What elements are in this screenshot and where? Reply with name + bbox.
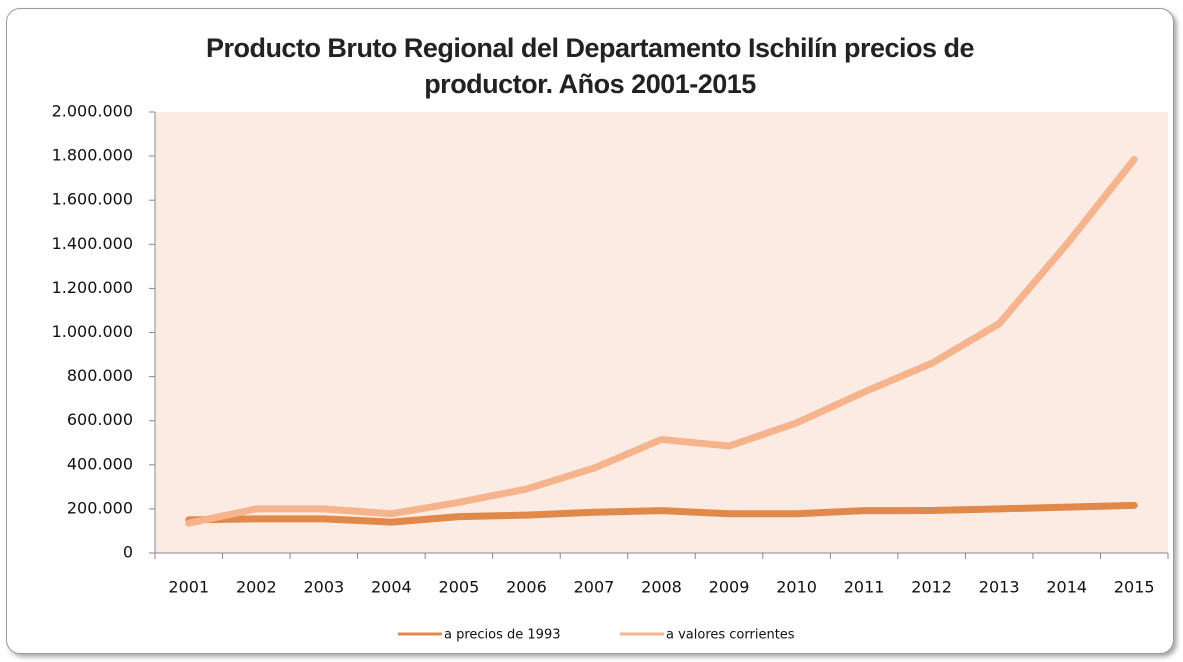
x-tick-label: 2004 bbox=[371, 578, 412, 597]
x-tick-label: 2012 bbox=[911, 578, 952, 597]
chart-title: Producto Bruto Regional del Departamento… bbox=[205, 33, 975, 99]
x-tick-label: 2002 bbox=[236, 578, 277, 597]
x-tick-label: 2003 bbox=[303, 578, 344, 597]
x-tick-label: 2009 bbox=[709, 578, 750, 597]
x-tick-label: 2014 bbox=[1046, 578, 1087, 597]
x-tick-label: 2011 bbox=[844, 578, 885, 597]
y-tick-label: 200.000 bbox=[67, 498, 133, 517]
y-tick-label: 800.000 bbox=[67, 366, 133, 385]
x-tick-label: 2013 bbox=[979, 578, 1020, 597]
legend-label: a valores corrientes bbox=[666, 628, 795, 643]
x-tick-label: 2010 bbox=[776, 578, 817, 597]
y-tick-label: 2.000.000 bbox=[52, 102, 133, 121]
line-series bbox=[185, 155, 1138, 527]
y-tick-label: 1.200.000 bbox=[52, 278, 133, 297]
y-tick-label: 1.400.000 bbox=[52, 234, 133, 253]
x-tick-label: 2006 bbox=[506, 578, 547, 597]
y-tick-label: 1.000.000 bbox=[52, 322, 133, 341]
x-tick-label: 2005 bbox=[439, 578, 480, 597]
x-tick-label: 2007 bbox=[574, 578, 615, 597]
y-tick-label: 0 bbox=[123, 543, 133, 562]
x-tick-label: 2008 bbox=[641, 578, 682, 597]
y-tick-label: 1.600.000 bbox=[52, 190, 133, 209]
x-tick-label: 2001 bbox=[168, 578, 209, 597]
y-tick-label: 1.800.000 bbox=[52, 146, 133, 165]
y-tick-label: 600.000 bbox=[67, 410, 133, 429]
plot-area bbox=[155, 112, 1168, 553]
x-tick-label: 2015 bbox=[1114, 578, 1155, 597]
line-series bbox=[185, 501, 1138, 526]
y-tick-label: 400.000 bbox=[67, 454, 133, 473]
legend-label: a precios de 1993 bbox=[444, 628, 561, 643]
